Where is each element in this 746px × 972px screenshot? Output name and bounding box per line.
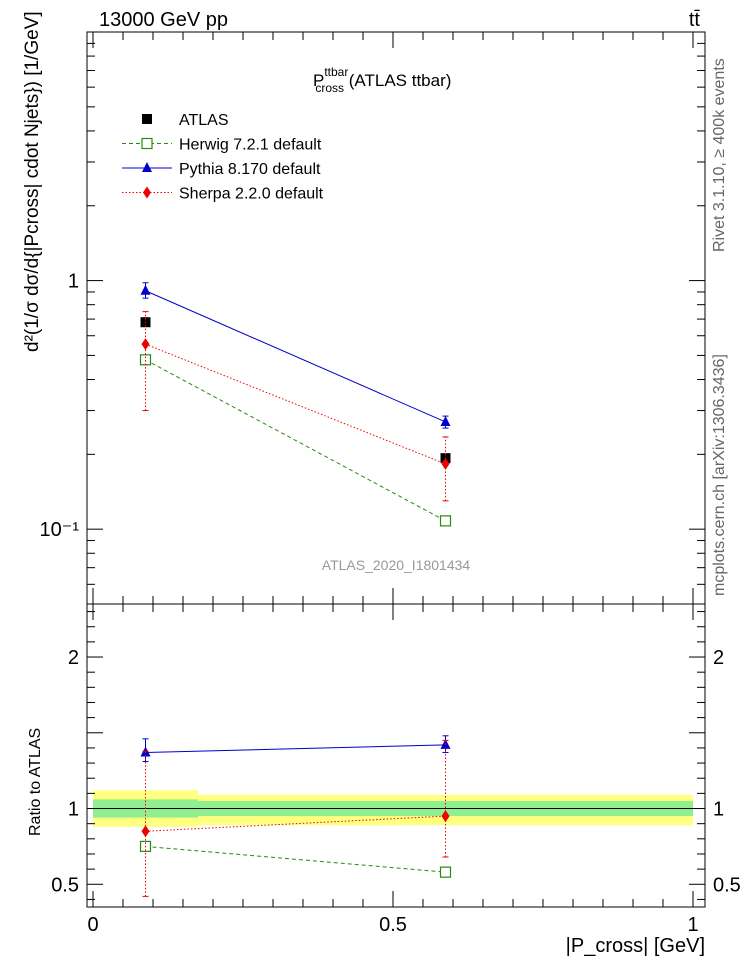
ratio-point-sherpa xyxy=(141,825,150,838)
axes-ticks: 1 10⁻¹ 0.5 0.5 1 1 2 2 0 0.5 1 xyxy=(40,31,741,936)
main-line-pythia xyxy=(145,290,446,423)
y-tick-label-ratio-right: 0.5 xyxy=(713,874,741,896)
x-tick-label: 1 xyxy=(687,914,698,936)
plot-title-sub: cross xyxy=(315,81,344,95)
legend-marker-sherpa xyxy=(143,186,151,199)
y-tick-label-ratio: 1 xyxy=(68,799,79,821)
legend: ATLAS Herwig 7.2.1 default Pythia 8.170 de… xyxy=(122,112,324,203)
legend-label-atlas: ATLAS xyxy=(179,112,229,129)
ratio-series xyxy=(139,735,452,897)
y-axis-label-ratio: Ratio to ATLAS xyxy=(27,728,44,836)
main-point-herwig xyxy=(139,354,152,366)
analysis-watermark: ATLAS_2020_I1801434 xyxy=(322,557,471,573)
y-axis-label-main: d²(1/σ dσ/d{|Pcross| cdot Njets}) [1/GeV… xyxy=(22,11,43,352)
x-tick-label: 0 xyxy=(87,914,98,936)
rivet-label: Rivet 3.1.10, ≥ 400k events xyxy=(711,58,728,252)
y-tick-label-main: 10⁻¹ xyxy=(40,519,80,541)
y-tick-label-ratio: 0.5 xyxy=(51,874,79,896)
main-line-herwig xyxy=(145,359,446,522)
legend-label-pythia: Pythia 8.170 default xyxy=(179,161,321,178)
x-tick-label: 0.5 xyxy=(379,914,407,936)
legend-label-herwig: Herwig 7.2.1 default xyxy=(179,137,322,154)
ratio-line-herwig xyxy=(145,845,446,873)
x-axis-label: |P_cross| [GeV] xyxy=(566,935,705,957)
main-point-pythia xyxy=(140,284,151,295)
y-tick-label-main: 1 xyxy=(68,271,79,293)
plot-title-suffix: (ATLAS ttbar) xyxy=(344,71,451,90)
mcplots-label: mcplots.cern.ch [arXiv:1306.3436] xyxy=(711,354,728,596)
ratio-bands xyxy=(93,790,693,827)
plot-title: Pttbar cross (ATLAS ttbar) xyxy=(313,65,451,95)
ratio-line-sherpa xyxy=(145,815,446,832)
main-point-pythia xyxy=(440,415,451,426)
ratio-line-pythia xyxy=(145,744,446,753)
y-tick-label-ratio: 2 xyxy=(68,647,79,669)
y-tick-label-ratio-right: 2 xyxy=(713,647,724,669)
plot-title-main: P xyxy=(313,71,324,90)
main-point-herwig xyxy=(439,515,452,527)
main-line-sherpa xyxy=(145,343,446,465)
ratio-frame xyxy=(86,603,706,908)
plot-title-sup: ttbar xyxy=(324,65,348,79)
header-right: tt̄ xyxy=(689,9,701,31)
legend-marker-pythia xyxy=(142,162,152,172)
main-point-sherpa xyxy=(441,457,450,470)
legend-marker-atlas xyxy=(142,114,152,124)
y-axis-label-text: d²(1/σ dσ/d{|Pcross| cdot Njets}) [1/GeV… xyxy=(22,11,43,352)
legend-marker-herwig xyxy=(141,137,153,150)
header-left: 13000 GeV pp xyxy=(99,9,228,31)
legend-label-sherpa: Sherpa 2.2.0 default xyxy=(179,186,324,203)
ratio-point-sherpa xyxy=(441,810,450,823)
main-point-sherpa xyxy=(141,338,150,351)
main-series xyxy=(139,282,452,527)
y-tick-label-ratio-right: 1 xyxy=(713,799,724,821)
ratio-point-herwig xyxy=(439,866,452,878)
